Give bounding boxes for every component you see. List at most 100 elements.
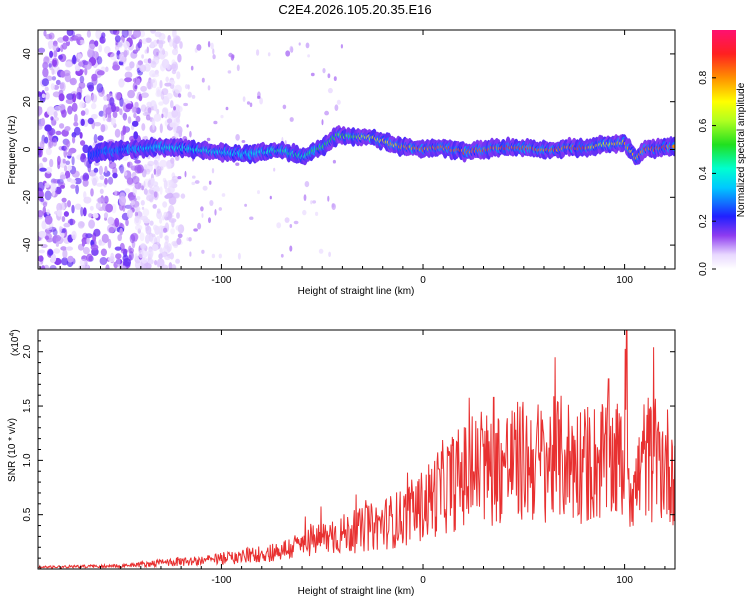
- sparse-blob: [221, 193, 226, 197]
- noise-blob: [123, 50, 128, 58]
- noise-blob: [97, 196, 106, 204]
- snr-x-label: Height of straight line (km): [298, 586, 415, 597]
- noise-blob: [71, 30, 75, 37]
- noise-blob: [51, 68, 55, 75]
- noise-blob: [167, 118, 173, 124]
- noise-blob: [93, 122, 102, 127]
- noise-blob: [117, 234, 122, 242]
- noise-blob: [94, 161, 100, 166]
- noise-blob: [123, 258, 131, 267]
- noise-blob: [173, 192, 181, 199]
- colorbar-ticks: 0.0 0.2 0.4 0.6 0.8: [698, 70, 716, 276]
- noise-blob: [149, 259, 154, 265]
- sparse-blob: [327, 73, 331, 79]
- sparse-blob: [207, 41, 211, 48]
- noise-blob: [74, 203, 82, 210]
- noise-blob: [71, 230, 77, 240]
- noise-blob: [145, 168, 151, 175]
- noise-blob: [125, 103, 134, 110]
- noise-blob: [38, 210, 44, 218]
- noise-blob: [70, 179, 77, 184]
- noise-blob: [58, 93, 65, 102]
- noise-blob: [76, 92, 82, 100]
- sparse-blob: [141, 206, 145, 210]
- noise-blob: [41, 93, 46, 99]
- sparse-blob: [212, 48, 215, 55]
- noise-blob: [114, 92, 122, 101]
- noise-blob: [100, 124, 106, 133]
- noise-blob: [153, 103, 158, 112]
- noise-blob: [52, 44, 59, 52]
- noise-blob: [79, 39, 85, 45]
- noise-blob: [39, 167, 47, 172]
- noise-blob: [103, 95, 108, 101]
- noise-blob: [60, 246, 67, 251]
- noise-blob: [103, 195, 109, 204]
- sparse-blob: [327, 87, 333, 94]
- sparse-blob: [206, 137, 211, 142]
- y-tick-label: -40: [22, 237, 33, 252]
- noise-blob: [63, 148, 67, 158]
- sparse-blob: [289, 45, 294, 53]
- noise-blob: [79, 75, 85, 84]
- sparse-blob: [282, 104, 287, 110]
- noise-blob: [58, 103, 66, 111]
- ridge-core: [672, 144, 675, 149]
- noise-blob: [60, 44, 64, 53]
- noise-blob: [77, 221, 85, 229]
- noise-blob: [112, 172, 118, 179]
- noise-blob: [72, 136, 76, 144]
- y-tick-label: 20: [22, 96, 33, 108]
- noise-blob: [53, 116, 60, 122]
- noise-blob: [61, 109, 67, 118]
- sparse-blob: [202, 185, 208, 191]
- noise-blob: [49, 50, 54, 58]
- sparse-blob: [208, 180, 212, 185]
- noise-blob: [119, 227, 123, 236]
- noise-blob: [142, 208, 150, 217]
- noise-blob: [132, 82, 138, 92]
- noise-blob: [133, 112, 137, 119]
- noise-blob: [87, 49, 93, 58]
- noise-blob: [159, 123, 163, 134]
- noise-blob: [82, 207, 87, 217]
- noise-blob: [95, 30, 102, 39]
- noise-blob: [46, 209, 51, 216]
- noise-blob: [171, 264, 177, 269]
- noise-blob: [64, 202, 68, 208]
- sparse-blob: [180, 193, 186, 199]
- noise-blob: [158, 40, 164, 49]
- noise-blob: [62, 249, 68, 259]
- noise-blob: [104, 165, 108, 174]
- noise-blob: [79, 258, 87, 266]
- noise-blob: [143, 188, 148, 195]
- sparse-blob: [147, 107, 152, 114]
- noise-blob: [44, 92, 50, 100]
- sparse-blob: [218, 253, 222, 259]
- sparse-blob: [334, 104, 339, 111]
- noise-blob: [75, 184, 79, 195]
- noise-blob: [104, 177, 108, 185]
- noise-blob: [173, 132, 180, 138]
- noise-blob: [71, 156, 75, 166]
- noise-blob: [170, 100, 174, 109]
- sparse-blob: [284, 217, 290, 223]
- noise-blob: [150, 177, 154, 185]
- noise-blob: [64, 170, 71, 179]
- noise-blob: [51, 76, 57, 81]
- noise-blob: [114, 246, 122, 251]
- noise-blob: [152, 204, 157, 209]
- noise-blob: [45, 147, 52, 156]
- noise-blob: [139, 264, 147, 269]
- sparse-blob: [191, 181, 196, 186]
- noise-blob: [51, 57, 59, 68]
- y-tick-label: 2.0: [22, 344, 33, 358]
- noise-blob: [145, 225, 152, 235]
- sparse-blob: [143, 181, 146, 188]
- noise-blob: [47, 40, 55, 47]
- noise-blob: [41, 264, 46, 269]
- sparse-blob: [310, 72, 315, 77]
- noise-blob: [136, 78, 141, 86]
- noise-blob: [176, 71, 181, 80]
- noise-blob: [161, 58, 170, 69]
